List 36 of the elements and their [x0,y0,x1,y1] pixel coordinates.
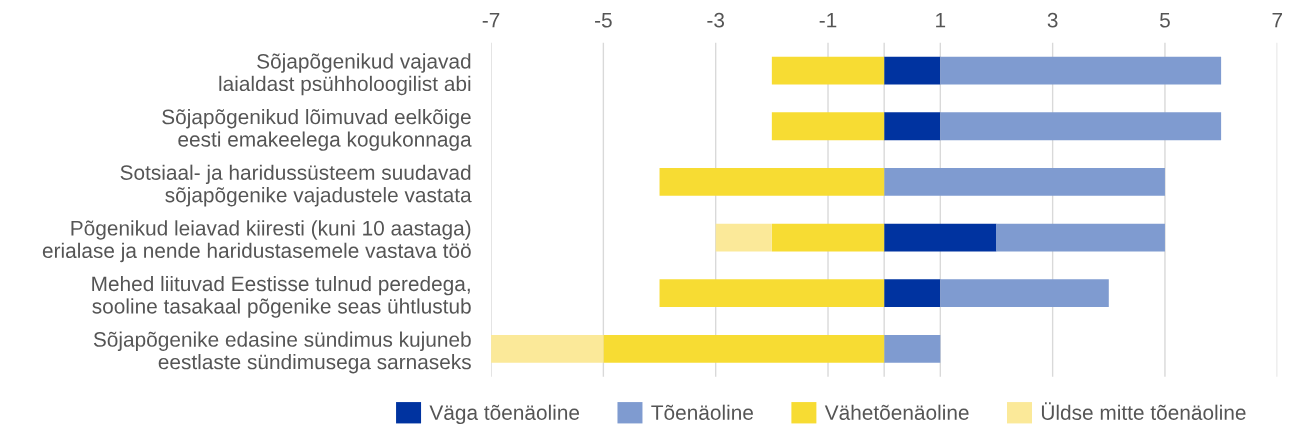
x-tick-label: 5 [1159,13,1170,28]
bar [884,167,1165,196]
bar [996,223,1165,252]
bar [491,334,604,363]
bar [884,334,941,363]
x-tick-label: -1 [819,13,837,28]
bar [659,279,885,308]
y-tick-label: Sõjapõgenikud lõimuvad eelkõige eesti emakeelega kogukonnaga [162,109,472,151]
y-tick-label: Mehed liituvad Eestisse tulnud peredega, sooline tasakaal põgenike seas ühtlustub [92,275,471,318]
bar [603,334,885,363]
x-tick-label: 1 [936,13,946,28]
x-tick-label: -7 [482,13,500,28]
bar [771,223,885,252]
x-tick-label: -5 [595,13,612,28]
y-tick-label: Sõjapõgenike edasine sündimus kujuneb eestlaste sündimusega sarnaseks [93,331,471,374]
bar [715,223,772,252]
legend-label: Väga tõenäoline [429,404,580,425]
bar [884,279,941,308]
bar [771,56,885,85]
bar [940,112,1222,141]
x-tick-label: 3 [1047,12,1058,28]
bar [940,56,1222,85]
legend-label: Vähetõenäoline [824,404,969,420]
legend-label: Tõenäoline [651,404,753,420]
y-tick-label: Põgenikud leiavad kiiresti (kuni 10 aastaga) erialase ja nende haridustasemele vastava töö [42,220,471,263]
bar [884,112,941,141]
bar [659,167,885,196]
bar [884,223,997,252]
y-tick-label: Sotsiaal- ja haridussüsteem suudavad sõjapõgenike vajadustele vastata [120,164,472,207]
legend-label: Üldse mitte tõenäoline [1041,402,1246,420]
y-tick-label: Sõjapõgenikud vajavad laialdast psühholoogilist abi [219,53,471,96]
x-tick-label: 7 [1272,13,1283,28]
bar [884,56,941,85]
bar [771,112,885,141]
x-tick-label: -3 [707,12,725,28]
bar [940,279,1109,308]
